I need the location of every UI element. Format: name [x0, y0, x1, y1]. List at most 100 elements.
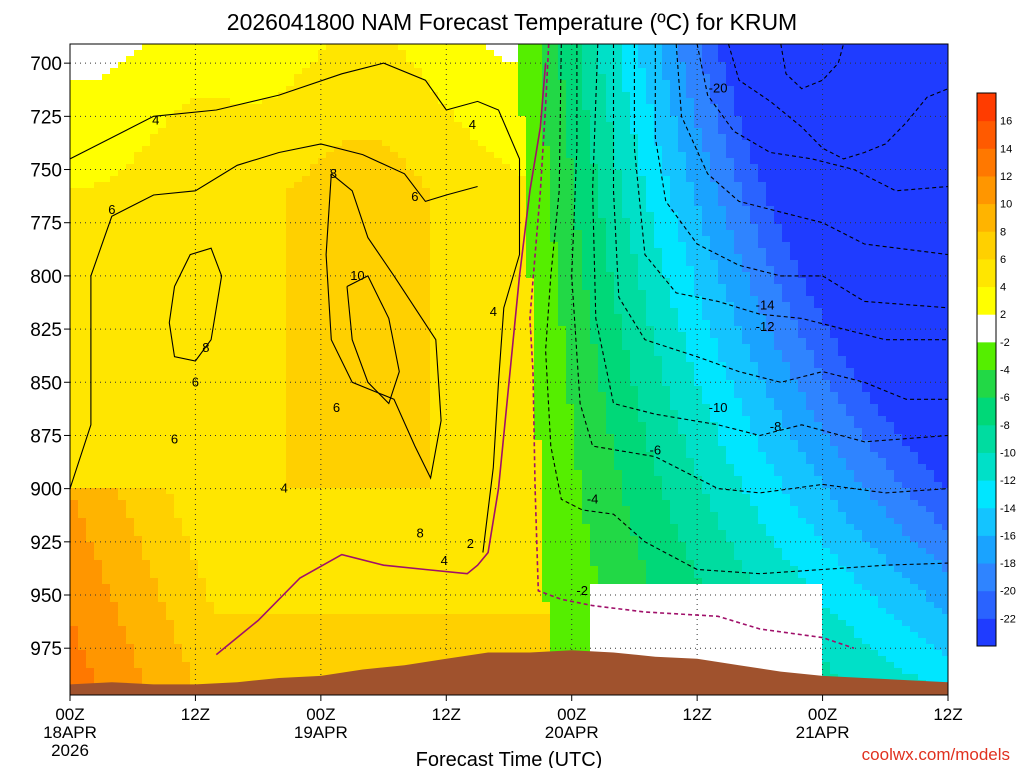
x-tick-label: 12Z	[682, 705, 711, 724]
colorbar-tick-label: 10	[1000, 199, 1012, 211]
contour-label: 8	[202, 340, 209, 355]
contour-label: -20	[709, 81, 728, 96]
colorbar-tick-label: 2	[1000, 309, 1006, 321]
contour-label: 6	[171, 432, 178, 447]
contour-line	[346, 275, 400, 405]
terrain	[70, 650, 948, 695]
contour-label: 4	[490, 304, 497, 319]
y-tick-label: 700	[30, 54, 62, 75]
y-tick-label: 900	[30, 480, 62, 501]
contour-label: -6	[650, 442, 662, 457]
colorbar-swatch	[977, 452, 996, 481]
colorbar-tick-label: -20	[1000, 586, 1016, 598]
contour-label: 6	[411, 189, 418, 204]
colorbar-tick-label: 14	[1000, 143, 1012, 155]
colorbar-swatch	[977, 341, 996, 370]
contour-line	[325, 173, 442, 480]
x-tick-label: 00Z	[55, 705, 84, 724]
contour-line	[633, 44, 948, 341]
x-tick-label: 12Z	[432, 705, 461, 724]
y-tick-label: 950	[30, 586, 62, 607]
contour-label: 6	[333, 400, 340, 415]
x-tick-date: 20APR	[545, 723, 599, 742]
contour-line	[545, 44, 948, 575]
x-tick-date: 21APR	[796, 723, 850, 742]
colorbar-swatch	[977, 480, 996, 509]
y-tick-label: 925	[30, 533, 62, 554]
contour-label: 4	[152, 113, 159, 128]
colorbar-tick-label: -22	[1000, 613, 1016, 625]
colorbar-swatch	[977, 369, 996, 398]
y-axis: 700 725 750 775 800 825 850 875 900 925 950 975	[30, 54, 70, 660]
y-tick-label: 775	[30, 214, 62, 235]
x-tick-label: 00Z	[808, 705, 837, 724]
contour-line	[529, 44, 855, 649]
y-tick-label: 725	[30, 107, 62, 128]
colorbar-tick-label: 6	[1000, 254, 1006, 266]
colorbar: -22-20-18-16-14-12-10-8-6-4-224681012141…	[976, 92, 1016, 647]
contour-label: -12	[756, 319, 775, 334]
contours	[70, 44, 948, 656]
colorbar-swatch	[977, 590, 996, 619]
colorbar-swatch	[977, 424, 996, 453]
contour-label: 4	[469, 117, 476, 132]
credit-text: coolwx.com/models	[862, 745, 1010, 764]
colorbar-tick-label: -16	[1000, 530, 1016, 542]
colorbar-swatch	[977, 93, 996, 122]
contour-label: 6	[192, 374, 199, 389]
contour-line	[780, 44, 845, 90]
contour-line	[215, 63, 547, 656]
x-tick-label: 00Z	[306, 705, 335, 724]
y-tick-label: 850	[30, 373, 62, 394]
contour-label: 8	[417, 525, 424, 540]
plot-area	[70, 44, 948, 695]
contour-label: 6	[108, 202, 115, 217]
contour-labels: 4 4 6 8 6 10 4 8 6 6 6 4 8 2 4 -2 -4 -6 -8 -10 -12 -14 -20	[108, 81, 781, 598]
contour-line	[70, 62, 521, 553]
x-tick-label: 00Z	[557, 705, 586, 724]
chart-title: 2026041800 NAM Forecast Temperature (ºC)…	[227, 9, 797, 35]
colorbar-swatch	[977, 231, 996, 260]
colorbar-swatch	[977, 258, 996, 288]
y-tick-label: 975	[30, 639, 62, 660]
colorbar-tick-label: 4	[1000, 282, 1006, 294]
contour-line	[571, 44, 948, 494]
colorbar-swatch	[977, 507, 996, 536]
plot-frame	[69, 43, 949, 696]
contour-line	[168, 247, 223, 362]
colorbar-swatch	[977, 286, 996, 315]
colorbar-tick-label: -6	[1000, 392, 1010, 404]
contour-label: -14	[756, 298, 775, 313]
colorbar-tick-label: 12	[1000, 171, 1012, 183]
contour-label: 4	[441, 553, 448, 568]
colorbar-tick-label: 16	[1000, 116, 1012, 128]
colorbar-swatch	[977, 203, 996, 232]
colorbar-tick-label: -14	[1000, 503, 1016, 515]
colorbar-tick-label: -4	[1000, 365, 1010, 377]
contour-line	[70, 143, 478, 489]
contour-label: 4	[281, 481, 288, 496]
colorbar-tick-label: -8	[1000, 420, 1010, 432]
colorbar-swatch	[977, 148, 996, 177]
contour-label: 8	[330, 166, 337, 181]
x-tick-date: 18APR	[43, 723, 97, 742]
y-tick-label: 800	[30, 267, 62, 288]
colorbar-swatch	[977, 314, 996, 343]
terrain-surface	[70, 650, 948, 695]
contour-line	[654, 44, 948, 309]
colorbar-tick-label: 8	[1000, 226, 1006, 238]
colorbar-tick-label: -18	[1000, 558, 1016, 570]
colorbar-tick-label: -10	[1000, 447, 1016, 459]
x-tick-year: 2026	[51, 741, 89, 760]
colorbar-swatch	[977, 397, 996, 426]
x-tick-label: 12Z	[181, 705, 210, 724]
x-tick-label: 12Z	[933, 705, 962, 724]
x-axis-label: Forecast Time (UTC)	[416, 749, 603, 768]
colorbar-swatch	[977, 175, 996, 205]
colorbar-swatch	[977, 120, 996, 149]
colorbar-swatch	[977, 535, 996, 564]
contour-label: 2	[467, 536, 474, 551]
colorbar-swatch	[977, 618, 996, 647]
